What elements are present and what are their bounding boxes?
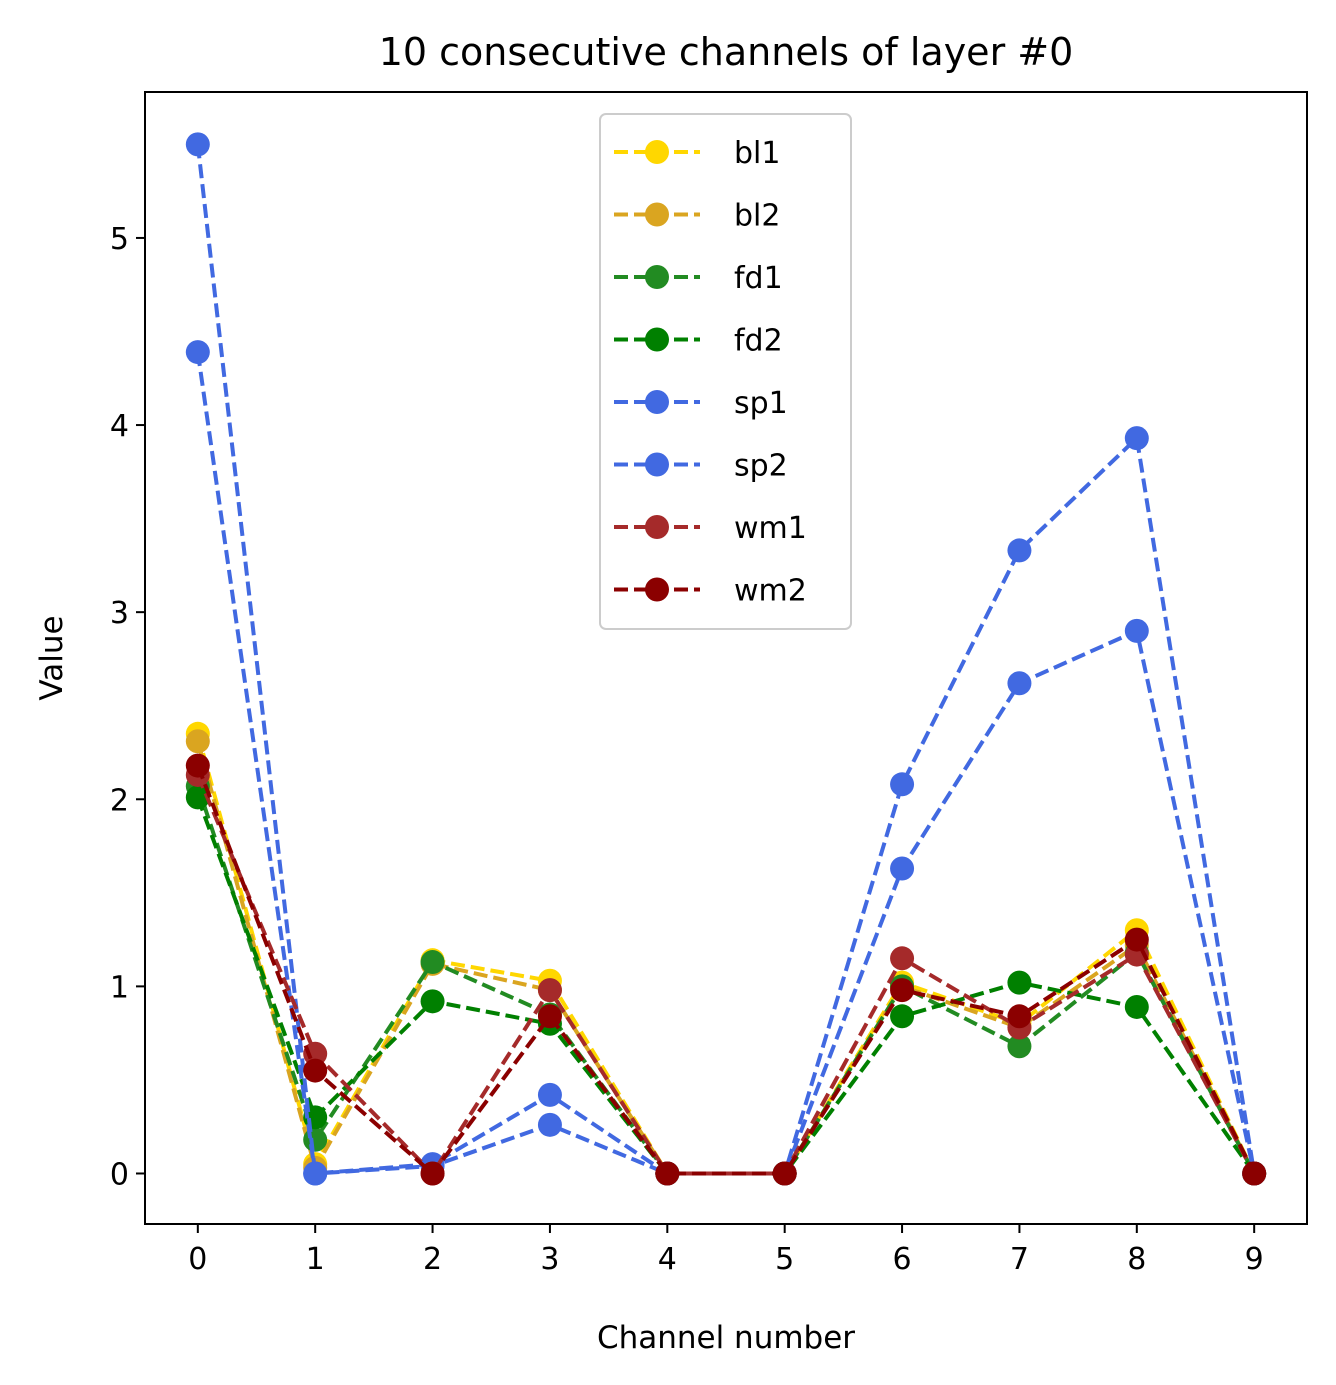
legend-item-wm1: wm1 — [614, 511, 807, 546]
data-point — [185, 132, 210, 157]
data-point — [185, 753, 210, 778]
series-fd2 — [185, 785, 1267, 1186]
data-point — [890, 856, 915, 881]
data-point — [1124, 618, 1149, 643]
data-point — [1124, 927, 1149, 952]
y-tick-label: 3 — [110, 596, 129, 631]
y-axis: 0 1 2 3 4 5 — [110, 222, 145, 1192]
legend-marker — [645, 452, 669, 477]
series-layer — [185, 132, 1267, 1186]
data-point — [537, 1112, 562, 1137]
legend-marker — [645, 390, 669, 414]
legend-label: wm2 — [734, 574, 807, 609]
x-tick-label: 1 — [306, 1242, 325, 1277]
data-point — [890, 1004, 915, 1029]
data-point — [890, 978, 915, 1003]
data-point — [420, 1161, 445, 1186]
y-tick-label: 5 — [110, 222, 129, 257]
data-point — [1007, 970, 1032, 995]
y-tick-label: 0 — [110, 1157, 129, 1192]
legend-item-bl2: bl2 — [614, 199, 780, 234]
legend-item-sp2: sp2 — [614, 449, 788, 484]
data-point — [185, 340, 210, 365]
data-point — [772, 1161, 797, 1186]
data-point — [303, 1041, 328, 1066]
data-point — [1124, 994, 1149, 1019]
data-point — [655, 1161, 680, 1186]
legend-label: fd1 — [734, 261, 783, 296]
series-line — [195, 740, 1256, 1176]
plot-frame — [144, 91, 1308, 1225]
y-tick-label: 2 — [110, 783, 129, 818]
legend: bl1 bl2 fd1 fd2 sp1 sp2 wm1 wm2 — [599, 113, 852, 630]
legend-marker — [645, 515, 669, 539]
legend-marker — [645, 577, 669, 602]
data-point — [1007, 538, 1032, 563]
chart-title: 10 consecutive channels of layer #0 — [379, 30, 1074, 74]
series-line — [195, 785, 1256, 1176]
x-tick-label: 4 — [658, 1242, 677, 1277]
series-wm2 — [185, 753, 1267, 1186]
data-point — [1007, 1004, 1032, 1029]
x-tick-label: 0 — [188, 1242, 207, 1277]
x-axis-label: Channel number — [597, 1320, 855, 1356]
legend-label: wm1 — [734, 511, 807, 546]
data-point — [1124, 426, 1149, 451]
series-bl2 — [185, 729, 1267, 1186]
data-point — [1242, 1161, 1267, 1186]
data-point — [303, 1161, 328, 1186]
legend-marker — [645, 202, 669, 227]
x-axis: 0 1 2 3 4 5 6 7 8 9 — [188, 1224, 1264, 1277]
data-point — [303, 1058, 328, 1083]
legend-item-fd1: fd1 — [614, 261, 783, 296]
data-point — [1007, 1034, 1032, 1059]
x-tick-label: 8 — [1127, 1242, 1146, 1277]
legend-item-sp1: sp1 — [614, 386, 788, 421]
legend-marker — [645, 140, 669, 164]
x-tick-label: 7 — [1010, 1242, 1029, 1277]
legend-marker — [645, 265, 669, 289]
legend-label: bl1 — [734, 136, 780, 171]
legend-label: fd2 — [734, 324, 783, 359]
data-point — [185, 785, 210, 810]
series-line — [195, 764, 1256, 1176]
x-tick-label: 6 — [893, 1242, 912, 1277]
data-point — [185, 729, 210, 754]
data-point — [890, 772, 915, 797]
x-tick-label: 5 — [775, 1242, 794, 1277]
series-wm1 — [185, 762, 1267, 1186]
legend-item-fd2: fd2 — [614, 324, 783, 359]
legend-label: bl2 — [734, 199, 780, 234]
legend-marker — [645, 327, 669, 352]
data-point — [303, 1127, 328, 1152]
legend-item-wm2: wm2 — [614, 574, 807, 609]
data-point — [537, 1082, 562, 1107]
data-point — [420, 950, 445, 975]
legend-label: sp2 — [734, 449, 788, 484]
legend-label: sp1 — [734, 386, 788, 421]
x-tick-label: 3 — [540, 1242, 559, 1277]
series-line — [195, 796, 1256, 1176]
y-tick-label: 1 — [110, 970, 129, 1005]
x-tick-label: 9 — [1245, 1242, 1264, 1277]
data-point — [537, 1004, 562, 1029]
x-tick-label: 2 — [423, 1242, 442, 1277]
data-point — [1007, 671, 1032, 696]
y-tick-label: 4 — [110, 409, 129, 444]
legend-box — [599, 113, 852, 630]
legend-item-bl1: bl1 — [614, 136, 780, 171]
series-line — [195, 351, 1257, 1176]
y-axis-label: Value — [34, 615, 70, 700]
data-point — [890, 946, 915, 971]
series-fd1 — [185, 774, 1267, 1186]
data-point — [537, 978, 562, 1003]
series-bl1 — [185, 721, 1267, 1186]
data-point — [420, 989, 445, 1014]
